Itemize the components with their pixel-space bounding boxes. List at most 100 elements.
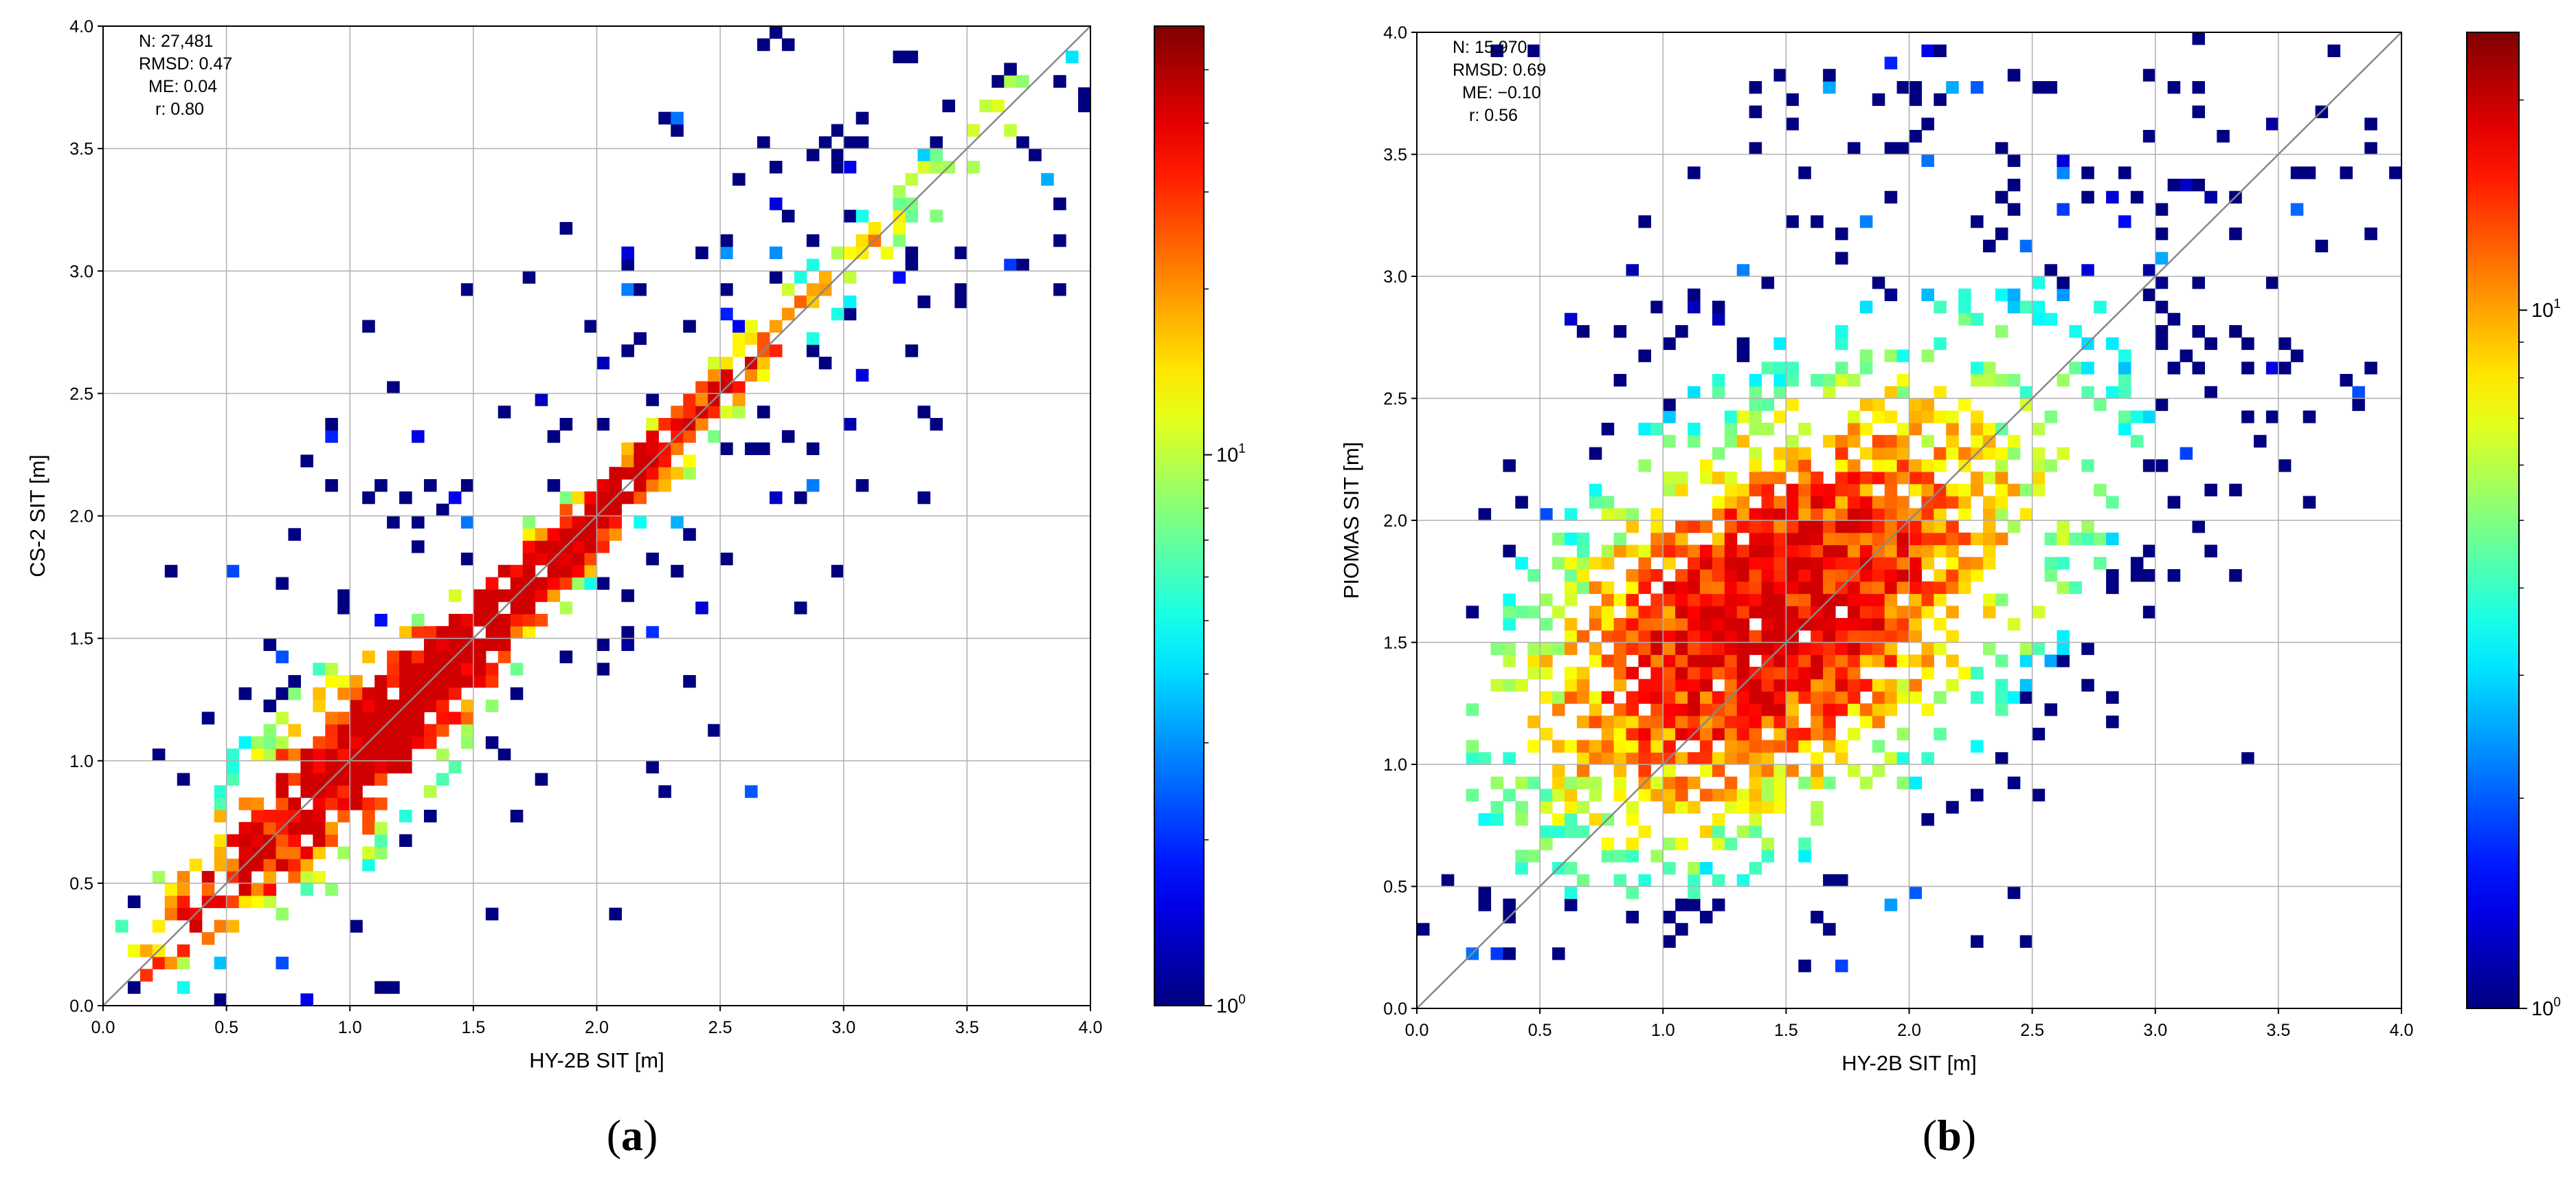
heatmap-cell [1688,654,1701,667]
heatmap-cell [1872,703,1885,716]
heatmap-cell [1909,581,1923,595]
heatmap-cell [1896,374,1910,387]
heatmap-cell [1934,386,1947,399]
heatmap-cell [152,920,166,933]
heatmap-cell [1982,362,1996,375]
heatmap-cell [1909,654,1923,667]
heatmap-cell [1811,532,1824,546]
heatmap-cell [634,454,647,467]
heatmap-cell [412,516,425,529]
heatmap-cell [2204,386,2217,399]
heatmap-cell [1896,472,1910,485]
heatmap-cell [2019,239,2033,253]
heatmap-cell [1749,740,1762,753]
heatmap-cell [1859,496,1873,509]
heatmap-cell [1786,618,1799,631]
heatmap-cell [1786,654,1799,667]
heatmap-cell [1872,447,1885,460]
heatmap-cell [1835,472,1848,485]
heatmap-cell [855,368,869,382]
heatmap-cell [263,859,277,872]
heatmap-cell [1749,386,1762,399]
heatmap-cell [1835,508,1848,521]
heatmap-cell [1564,825,1578,839]
heatmap-cell [2057,557,2070,570]
heatmap-cell [1466,752,1479,765]
heatmap-cell [1650,630,1664,643]
heatmap-cell [325,748,338,762]
heatmap-cell [1699,740,1713,753]
heatmap-cell [535,577,548,590]
heatmap-cell [917,491,931,505]
heatmap-cell [1958,447,1971,460]
heatmap-cell [1946,678,1959,692]
heatmap-cell [596,577,610,590]
heatmap-cell [424,638,437,652]
heatmap-cell [1004,258,1017,272]
heatmap-cell [1503,618,1516,631]
heatmap-cell [1921,508,1934,521]
heatmap-cell [1688,581,1701,595]
heatmap-cell [646,760,659,774]
heatmap-cell [2167,313,2181,326]
heatmap-cell [1847,703,1861,716]
heatmap-cell [769,271,783,284]
heatmap-cell [720,283,733,296]
heatmap-cell [905,50,919,64]
heatmap-cell [769,491,783,505]
heatmap-cell [2019,300,2033,313]
heatmap-cell [288,748,301,762]
heatmap-cell [2167,496,2181,509]
heatmap-cell [1859,520,1873,533]
heatmap-cell [424,736,437,749]
heatmap-cell [1576,532,1590,546]
heatmap-cell [806,332,820,345]
heatmap-cell [1934,496,1947,509]
chart-panel-b: 0.0 0.5 1.0 1.5 2.0 2.5 3.0 3.5 4.00.00.51.01.52… [1339,23,2561,1075]
heatmap-cell [1847,630,1861,643]
colorbar-tick-label: 100 [1216,993,1246,1017]
heatmap-cell [1490,44,1503,58]
heatmap-cell [300,454,313,467]
heatmap-cell [337,748,350,762]
heatmap-cell [1896,508,1910,521]
heatmap-cell [2007,288,2021,302]
heatmap-cell [127,981,141,994]
heatmap-cell [1552,703,1565,716]
x-axis-label: HY-2B SIT [m] [1841,1051,1976,1075]
grid-lines [1417,32,2401,1008]
heatmap-cell [1749,423,1762,436]
heatmap-cell [806,148,820,162]
heatmap-cell [2278,337,2292,351]
heatmap-cell [572,552,585,566]
heatmap-cell [1650,593,1664,606]
heatmap-cell [584,577,598,590]
heatmap-cell [1613,544,1627,557]
heatmap-cell [238,797,252,810]
heatmap-cell [1884,447,1898,460]
heatmap-cell [1712,496,1725,509]
heatmap-cell [1626,886,1639,899]
heatmap-cell [1786,764,1799,777]
heatmap-cell [1946,81,1959,94]
heatmap-cell [276,711,289,725]
heatmap-cell [177,871,190,884]
heatmap-cell [1736,740,1750,753]
heatmap-cell [399,748,412,762]
heatmap-cell [2204,483,2217,497]
heatmap-cell [436,748,449,762]
heatmap-cell [1699,862,1713,875]
heatmap-cell [1490,776,1503,790]
heatmap-cell [263,748,277,762]
heatmap-cell [436,773,449,786]
heatmap-cell [1552,813,1565,826]
heatmap-cell [374,711,388,725]
heatmap-cell [1995,288,2008,302]
heatmap-cell [1515,606,1528,619]
heatmap-cell [559,516,573,529]
heatmap-cell [621,626,634,639]
heatmap-cell [1688,300,1701,313]
heatmap-cells [1417,32,2402,973]
heatmap-cell [905,344,919,357]
heatmap-cell [1958,398,1971,411]
